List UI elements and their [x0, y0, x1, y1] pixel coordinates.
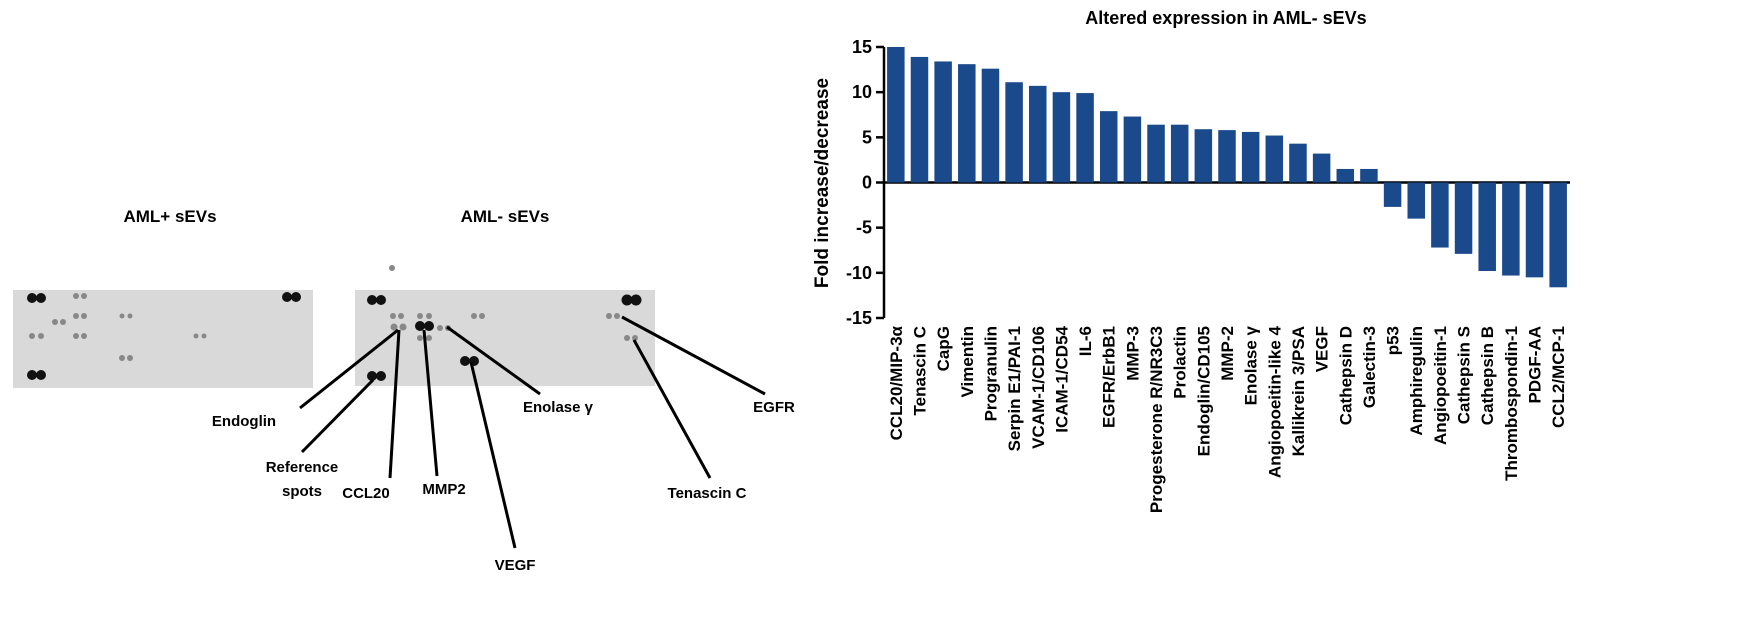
x-tick-label: CCL20/MIP-3α: [887, 325, 906, 440]
x-tick-label: p53: [1384, 326, 1403, 355]
x-tick-label: Galectin-3: [1360, 326, 1379, 408]
bar: [1218, 130, 1236, 182]
y-tick-label: -10: [846, 263, 872, 283]
panel-title: AML- sEVs: [461, 207, 550, 226]
panel-title: AML+ sEVs: [123, 207, 216, 226]
x-tick-label: Angiopoeitin-like 4: [1265, 325, 1284, 478]
bar: [1053, 92, 1071, 182]
spot-label: Enolase γ: [523, 399, 594, 416]
x-tick-label: Amphiregulin: [1407, 326, 1426, 436]
bar: [1502, 183, 1520, 276]
x-tick-label: Angiopoeitin-1: [1431, 326, 1450, 445]
x-tick-label: CCL2/MCP-1: [1549, 326, 1568, 428]
x-tick-label: Kallikrein 3/PSA: [1289, 326, 1308, 456]
x-tick-label: Cathepsin S: [1455, 326, 1474, 424]
bar: [1549, 183, 1567, 288]
bar: [1266, 136, 1284, 183]
y-tick-label: 5: [862, 127, 872, 147]
spot-label: spots: [282, 483, 322, 500]
chart-title: Altered expression in AML- sEVs: [1085, 8, 1366, 28]
x-tick-label: Vimentin: [958, 326, 977, 397]
bar: [1407, 183, 1425, 219]
bar: [1337, 169, 1355, 183]
x-tick-label: ICAM-1/CD54: [1052, 325, 1071, 432]
spot-label: Endoglin: [212, 413, 276, 430]
bar: [1313, 154, 1331, 183]
x-tick-label: MMP-2: [1218, 326, 1237, 381]
bar: [982, 69, 1000, 183]
bar: [1076, 93, 1094, 182]
x-tick-label: VEGF: [1313, 326, 1332, 372]
bar: [1147, 125, 1165, 183]
bar: [1029, 86, 1047, 183]
x-tick-label: PDGF-AA: [1526, 326, 1545, 403]
bar: [958, 64, 976, 182]
bar: [887, 47, 905, 183]
bar: [1005, 82, 1023, 182]
x-tick-label: Cathepsin D: [1336, 326, 1355, 425]
x-tick-label: EGFR/ErbB1: [1100, 326, 1119, 428]
bar: [1289, 144, 1307, 183]
bar: [1478, 183, 1496, 272]
y-axis-label: Fold increase/decrease: [812, 78, 833, 288]
bar: [1455, 183, 1473, 254]
figure: AML+ sEVs AML- sEVs: [0, 0, 1740, 642]
y-tick-label: -5: [856, 218, 872, 238]
x-tick-label: Progesterone R/NR3C3: [1147, 326, 1166, 513]
bar: [1195, 129, 1213, 182]
y-tick-label: -15: [846, 308, 872, 328]
x-tick-label: CapG: [934, 326, 953, 371]
bar: [1360, 169, 1378, 183]
bar: [1431, 183, 1449, 248]
bar: [1384, 183, 1402, 207]
spot-label: MMP2: [422, 481, 465, 498]
spot-label: VEGF: [495, 557, 536, 574]
x-tick-label: Prolactin: [1171, 326, 1190, 399]
x-tick-label: Serpin E1/PAI-1: [1005, 326, 1024, 451]
y-tick-label: 0: [862, 173, 872, 193]
x-tick-label: IL-6: [1076, 326, 1095, 356]
bar: [1242, 132, 1260, 183]
spot-label: Tenascin C: [668, 485, 747, 502]
spot-label: Reference: [266, 459, 339, 476]
x-tick-label: Tenascin C: [910, 326, 929, 415]
spot-label: CCL20: [342, 485, 390, 502]
bar: [1100, 111, 1118, 182]
x-tick-label: Enolase γ: [1242, 325, 1261, 405]
array-membrane: [13, 290, 313, 388]
x-tick-label: Progranulin: [981, 326, 1000, 421]
bar: [934, 61, 952, 182]
y-tick-label: 10: [852, 82, 872, 102]
bar: [911, 57, 929, 183]
bar: [1124, 117, 1142, 183]
x-tick-label: Cathepsin B: [1478, 326, 1497, 425]
x-tick-label: Thrombospondin-1: [1502, 326, 1521, 481]
x-tick-label: VCAM-1/CD106: [1029, 326, 1048, 449]
y-tick-label: 15: [852, 37, 872, 57]
spot-label: EGFR: [753, 399, 795, 416]
x-tick-label: Endoglin/CD105: [1194, 326, 1213, 456]
bar: [1526, 183, 1544, 278]
bar: [1171, 125, 1189, 183]
x-tick-label: MMP-3: [1123, 326, 1142, 381]
